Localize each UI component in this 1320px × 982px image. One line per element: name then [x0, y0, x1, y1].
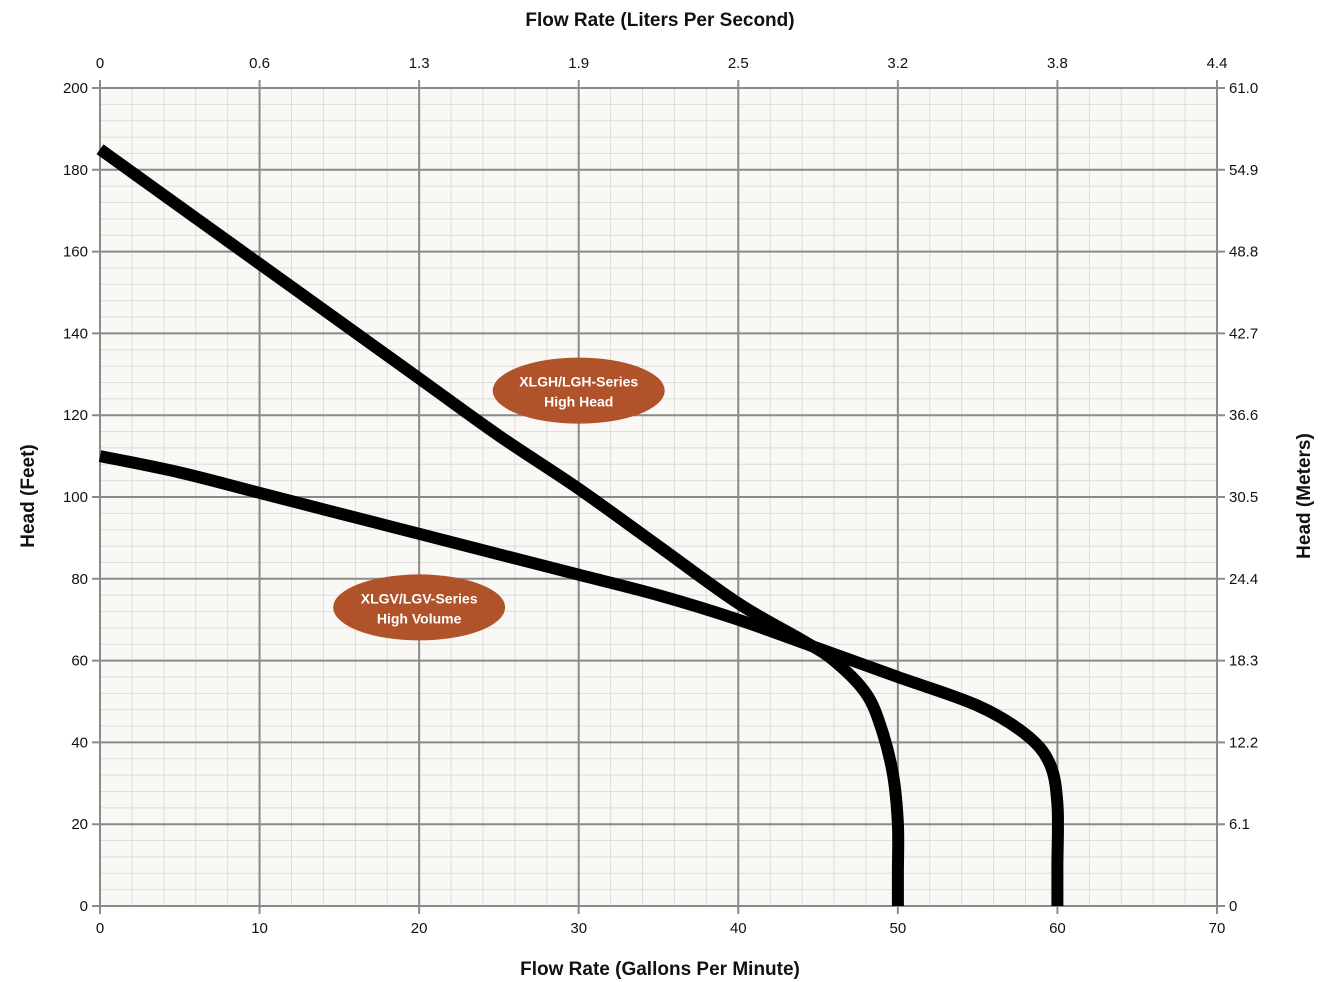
- series-line-1: [96, 144, 905, 906]
- y-tick-label: 40: [71, 734, 88, 751]
- series-layer: [96, 144, 1065, 906]
- y-axis-title: Head (Feet): [18, 444, 39, 547]
- tick-labels: 0 10 20 30 40 50 60 700 0.6 1.3 1.9 2.5 3.2 3.8 4.4020…: [63, 55, 1258, 937]
- x-tick-label: 40: [730, 920, 747, 937]
- series-label-1: XLGH/LGH-Series High Head: [492, 357, 665, 424]
- y2-tick-label: 12.2: [1229, 734, 1258, 751]
- y-tick-label: 100: [63, 489, 88, 506]
- y-tick-label: 180: [63, 162, 88, 179]
- x2-tick-label: 4.4: [1207, 55, 1228, 72]
- series-label-badge: [333, 574, 506, 641]
- x2-tick-label: 1.9: [568, 55, 589, 72]
- x2-tick-label: 1.3: [409, 55, 430, 72]
- y2-tick-label: 30.5: [1229, 489, 1258, 506]
- y2-tick-label: 48.8: [1229, 244, 1258, 261]
- series-line-2: [98, 450, 1065, 906]
- y2-tick-label: 0: [1229, 898, 1237, 915]
- x-tick-label: 70: [1209, 920, 1226, 937]
- x2-tick-label: 0.6: [249, 55, 270, 72]
- series-label-badge: [492, 357, 665, 424]
- y2-tick-label: 18.3: [1229, 653, 1258, 670]
- x-tick-label: 60: [1049, 920, 1066, 937]
- y2-tick-label: 6.1: [1229, 816, 1250, 833]
- x-tick-label: 0: [96, 920, 104, 937]
- series-label-text: XLGV/LGV-Series: [361, 590, 478, 606]
- x-tick-label: 20: [411, 920, 428, 937]
- y2-tick-label: 36.6: [1229, 407, 1258, 424]
- series-label-text: XLGH/LGH-Series: [519, 374, 638, 390]
- x2-tick-label: 3.8: [1047, 55, 1068, 72]
- x2-tick-label: 2.5: [728, 55, 749, 72]
- y2-tick-label: 42.7: [1229, 325, 1258, 342]
- y-tick-label: 0: [80, 898, 88, 915]
- y-tick-label: 140: [63, 325, 88, 342]
- series-label-text: High Volume: [377, 610, 462, 626]
- y-tick-label: 200: [63, 80, 88, 97]
- x-axis-title: Flow Rate (Gallons Per Minute): [520, 959, 800, 980]
- series-label-text: High Head: [544, 394, 613, 410]
- x-tick-label: 50: [890, 920, 907, 937]
- x2-axis-title: Flow Rate (Liters Per Second): [525, 10, 794, 31]
- y2-tick-label: 24.4: [1229, 571, 1258, 588]
- y-tick-label: 160: [63, 244, 88, 261]
- y-tick-label: 60: [71, 653, 88, 670]
- x2-tick-label: 3.2: [887, 55, 908, 72]
- x-tick-label: 10: [251, 920, 268, 937]
- y2-tick-label: 61.0: [1229, 80, 1258, 97]
- x-tick-label: 30: [570, 920, 587, 937]
- y2-axis-title: Head (Meters): [1294, 433, 1315, 559]
- y2-tick-label: 54.9: [1229, 162, 1258, 179]
- y-tick-label: 80: [71, 571, 88, 588]
- series-labels: XLGH/LGH-Series High Head XLGV/LGV-Series H…: [333, 357, 665, 641]
- series-label-2: XLGV/LGV-Series High Volume: [333, 574, 506, 641]
- x2-tick-label: 0: [96, 55, 104, 72]
- y-tick-label: 120: [63, 407, 88, 424]
- y-tick-label: 20: [71, 816, 88, 833]
